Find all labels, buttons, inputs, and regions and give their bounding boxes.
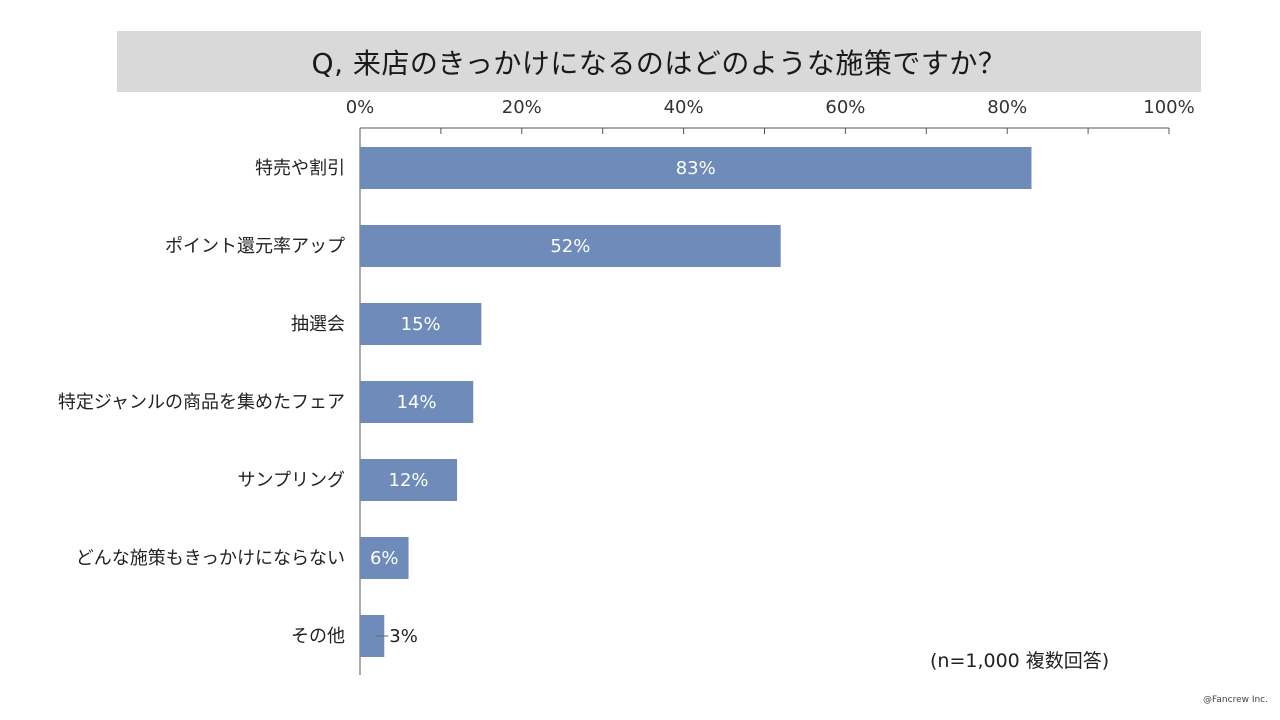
data-label: 12% [389,470,429,491]
chart-title-bar: Q, 来店のきっかけになるのはどのような施策ですか？ [117,31,1201,92]
bar [360,381,474,423]
x-tick-label: 60% [825,97,865,118]
x-tick-label: 20% [502,97,542,118]
category-label: 特売や割引 [255,158,345,179]
category-label: サンプリング [238,470,345,491]
chart-title: Q, 来店のきっかけになるのはどのような施策ですか？ [311,46,1007,80]
data-label: 14% [397,392,437,413]
x-tick-label: 80% [987,97,1027,118]
category-label: ポイント還元率アップ [165,236,345,257]
bar [360,459,458,501]
category-label: 特定ジャンルの商品を集めたフェア [58,392,345,413]
bar [360,303,482,345]
data-label: 6% [370,548,399,569]
category-label: その他 [291,626,345,647]
bar [360,225,781,267]
x-tick-label: 40% [664,97,704,118]
data-label: 15% [401,314,441,335]
category-label: どんな施策もきっかけにならない [76,548,345,569]
data-label: 83% [676,158,716,179]
x-tick-label: 100% [1143,97,1194,118]
sample-note: (n=1,000 複数回答) [930,650,1110,672]
copyright-credit: @Fancrew Inc. [1203,695,1268,705]
x-tick-label: 0% [346,97,375,118]
data-label: 52% [550,236,590,257]
bar [360,147,1032,189]
bar [360,537,409,579]
category-label: 抽選会 [291,314,345,335]
data-label: 3% [389,626,418,647]
